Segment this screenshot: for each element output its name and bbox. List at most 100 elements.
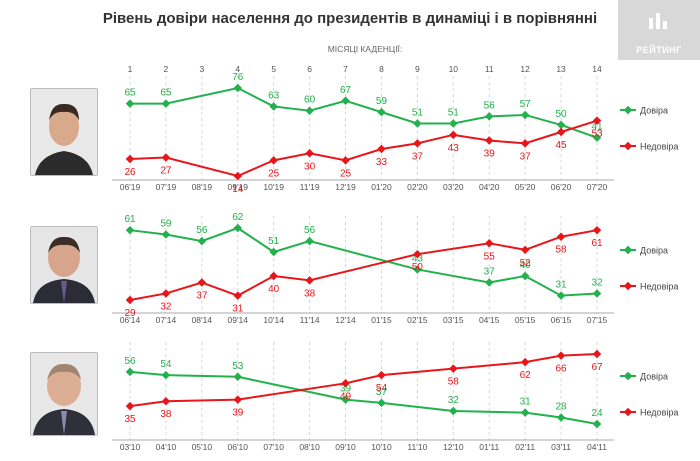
legend-marker	[623, 141, 633, 151]
data-point	[125, 154, 135, 164]
data-point	[377, 398, 386, 408]
month-label: 9	[415, 64, 420, 74]
data-point	[125, 401, 135, 411]
data-label: 76	[232, 72, 244, 83]
x-tick-label: 12'10	[443, 442, 464, 452]
data-point	[449, 130, 458, 140]
data-point	[125, 295, 135, 305]
x-tick-label: 04'11	[587, 442, 607, 452]
legend-label: Недовіра	[640, 408, 678, 418]
legend-marker	[623, 371, 633, 381]
data-label: 31	[232, 304, 244, 315]
data-label: 63	[268, 90, 280, 101]
data-point	[125, 99, 135, 108]
data-point	[484, 239, 494, 248]
data-label: 51	[448, 107, 460, 118]
data-label: 58	[556, 245, 568, 256]
data-label: 67	[340, 85, 352, 96]
x-tick-label: 05'20	[515, 182, 536, 192]
x-tick-label: 06'19	[120, 182, 141, 192]
data-label: 65	[160, 88, 172, 99]
data-point	[592, 419, 602, 429]
data-label: 56	[124, 356, 136, 367]
data-point	[197, 278, 207, 287]
data-label: 27	[160, 166, 172, 177]
x-tick-label: 07'15	[587, 315, 608, 325]
data-label: 24	[591, 408, 603, 419]
data-point	[520, 271, 530, 281]
x-tick-label: 09'10	[335, 442, 356, 452]
x-tick-label: 02'20	[407, 182, 428, 192]
data-point	[233, 291, 243, 300]
month-label: 6	[307, 64, 312, 74]
data-label: 39	[232, 408, 244, 419]
x-tick-label: 07'20	[587, 182, 608, 192]
x-tick-label: 04'15	[479, 315, 500, 325]
x-tick-label: 11'19	[300, 182, 320, 192]
data-point	[233, 223, 243, 233]
month-label: 3	[199, 64, 204, 74]
data-point	[161, 370, 171, 380]
x-tick-label: 06'15	[551, 315, 572, 325]
month-label: 14	[592, 64, 602, 74]
data-point	[161, 289, 171, 298]
x-tick-label: 02'15	[407, 315, 428, 325]
x-tick-label: 02'11	[515, 442, 535, 452]
data-point	[161, 153, 171, 162]
x-tick-label: 12'14	[335, 315, 356, 325]
data-point	[556, 351, 566, 360]
data-label: 45	[556, 140, 568, 151]
x-tick-label: 05'10	[192, 442, 213, 452]
data-label: 59	[160, 219, 172, 230]
data-point	[484, 112, 494, 121]
legend-marker	[623, 407, 633, 417]
data-label: 43	[412, 253, 424, 264]
data-point	[520, 245, 530, 255]
data-label: 58	[448, 377, 460, 388]
data-label: 50	[412, 262, 424, 273]
data-point	[592, 289, 602, 298]
legend-marker	[623, 281, 633, 291]
data-label: 43	[448, 143, 460, 154]
data-point	[125, 225, 135, 235]
data-point	[341, 156, 350, 165]
data-point	[305, 149, 314, 158]
data-point	[556, 232, 566, 241]
data-label: 29	[124, 308, 136, 319]
month-label: 5	[271, 64, 276, 74]
data-point	[413, 265, 422, 274]
data-label: 66	[556, 364, 568, 375]
portrait-3	[30, 352, 98, 436]
data-label: 61	[124, 214, 136, 225]
data-point	[377, 107, 386, 117]
month-label: 4	[235, 64, 240, 74]
x-tick-label: 01'15	[371, 315, 392, 325]
data-label: 37	[412, 151, 424, 162]
data-label: 37	[376, 387, 388, 398]
data-label: 37	[520, 151, 532, 162]
data-point	[413, 249, 422, 259]
legend-label: Довіра	[640, 106, 668, 116]
data-label: 30	[304, 161, 316, 172]
data-label: 25	[340, 168, 352, 179]
data-point	[161, 396, 171, 406]
data-label: 53	[232, 361, 244, 372]
x-tick-label: 07'10	[263, 442, 284, 452]
data-label: 62	[232, 212, 244, 223]
data-label: 56	[304, 225, 316, 236]
legend-label: Недовіра	[640, 142, 678, 152]
month-label: 7	[343, 64, 348, 74]
x-tick-label: 03'10	[120, 442, 141, 452]
legend-label: Довіра	[640, 372, 668, 382]
data-point	[449, 406, 458, 416]
data-label: 55	[484, 251, 496, 262]
month-label: 8	[379, 64, 384, 74]
month-label: 11	[485, 64, 494, 74]
x-tick-label: 09'19	[227, 182, 248, 192]
x-tick-label: 01'11	[479, 442, 499, 452]
data-label: 39	[484, 149, 496, 160]
x-tick-label: 07'14	[156, 315, 177, 325]
data-label: 40	[520, 260, 532, 271]
data-point	[520, 110, 530, 120]
portrait-1	[30, 88, 98, 176]
